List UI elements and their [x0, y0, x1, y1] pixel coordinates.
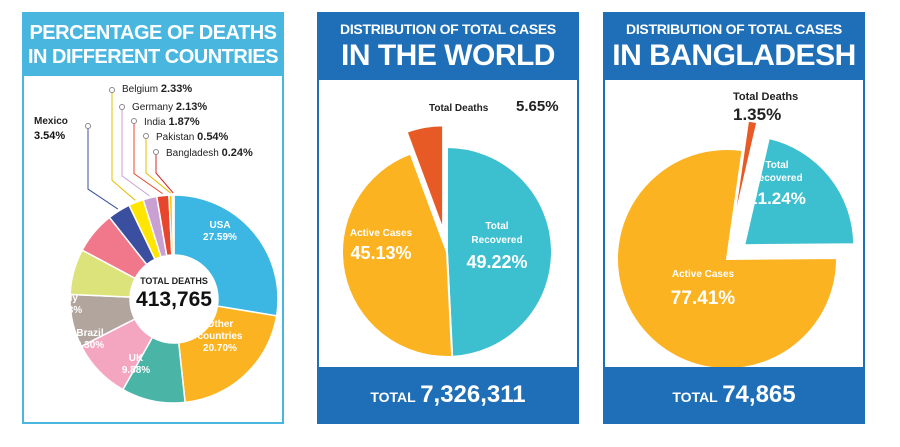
center-label: TOTAL DEATHS: [140, 276, 208, 286]
slice-total-deaths: [731, 119, 759, 230]
slice-total-deaths: [405, 124, 445, 231]
label-brazil-1: 9.30%: [76, 340, 104, 351]
slice-total-recovered: [742, 136, 856, 247]
label-active-cases-name: Active Cases: [350, 228, 413, 239]
bd-label-recovered-name-2: Recovered: [751, 173, 802, 184]
bd-label-recovered-value: 21.24%: [748, 189, 806, 208]
bangladesh-cases-panel: DISTRIBUTION OF TOTAL CASES IN BANGLADES…: [603, 12, 865, 424]
label-italy-0: Italy: [58, 293, 78, 304]
label-france-0: France: [40, 254, 73, 265]
bd-label-total-deaths-name: Total Deaths: [733, 91, 798, 103]
panel3-title-line2: IN BANGLADESH: [612, 39, 856, 72]
panel3-total-value: 74,865: [722, 381, 796, 408]
callout-line-pakistan: [145, 136, 171, 194]
label-recovered-value: 49.22%: [466, 252, 527, 272]
callout-line-mexico: [87, 126, 119, 210]
callout-dot-india: [131, 118, 137, 124]
panel3-header: DISTRIBUTION OF TOTAL CASES IN BANGLADES…: [605, 14, 863, 80]
callout-label-belgium: Belgium 2.33%: [122, 83, 192, 95]
center-value: 413,765: [136, 288, 212, 311]
world-cases-panel: DISTRIBUTION OF TOTAL CASES IN THE WORLD…: [317, 12, 579, 424]
label-other-countries-2: 20.70%: [203, 343, 237, 354]
label-brazil-0: Brazil: [76, 328, 103, 339]
panel2-title-line1: DISTRIBUTION OF TOTAL CASES: [340, 21, 556, 37]
panel3-footer: TOTAL 74,865: [605, 367, 863, 422]
panel3-title-line1: DISTRIBUTION OF TOTAL CASES: [626, 21, 842, 37]
label-uk-1: 9.88%: [122, 365, 150, 376]
slice-total-recovered: [446, 145, 553, 358]
bd-label-total-deaths-value: 1.35%: [733, 105, 781, 124]
callout-dot-germany: [119, 104, 125, 110]
panel2-total-label: TOTAL: [370, 389, 416, 405]
panel2-footer: TOTAL 7,326,311: [319, 367, 577, 422]
callout-line-belgium: [111, 90, 136, 201]
callout-label-bangladesh: Bangladesh 0.24%: [166, 147, 253, 159]
callout-dot-belgium: [109, 87, 115, 93]
bd-label-recovered-name-1: Total: [765, 160, 788, 171]
deaths-by-country-panel: PERCENTAGE OF DEATHS IN DIFFERENT COUNTR…: [22, 12, 284, 424]
panel1-header: PERCENTAGE OF DEATHS IN DIFFERENT COUNTR…: [24, 14, 282, 76]
panel1-title-line2: IN DIFFERENT COUNTRIES: [27, 46, 279, 68]
label-spain-0: Spain: [60, 216, 87, 227]
callout-label-pakistan: Pakistan 0.54%: [156, 131, 229, 143]
deaths-donut-chart: Mexico 3.54% Belgium 2.33% Germany 2.13% Ind…: [34, 83, 279, 404]
label-france-1: 7.08%: [42, 266, 70, 277]
callout-label-germany: Germany 2.13%: [132, 101, 207, 113]
label-usa-1: 27.59%: [203, 232, 237, 243]
callout-value-mexico: 3.54%: [34, 130, 65, 142]
label-total-deaths-name: Total Deaths: [429, 103, 489, 114]
label-other-countries-0: Other: [207, 319, 234, 330]
label-total-deaths-value: 5.65%: [516, 98, 559, 115]
panel1-title-line1: PERCENTAGE OF DEATHS: [29, 22, 277, 44]
callout-dot-pakistan: [143, 133, 149, 139]
label-active-cases-value: 45.13%: [350, 243, 411, 263]
callout-name-mexico: Mexico: [34, 116, 68, 127]
donut-hole: [130, 255, 218, 343]
callout-line-india: [133, 121, 163, 195]
callout-dot-mexico: [85, 123, 91, 129]
callout-line-bangladesh: [155, 152, 174, 194]
callout-line-germany: [121, 107, 150, 197]
slice-active-cases: [341, 152, 454, 358]
panel3-total-label: TOTAL: [672, 389, 718, 405]
callout-label-india: India 1.87%: [144, 116, 200, 128]
label-usa-0: USA: [209, 220, 230, 231]
label-uk-0: UK: [129, 353, 144, 364]
label-italy-1: 8.23%: [54, 305, 82, 316]
label-other-countries-1: countries: [197, 331, 242, 342]
slice-active-cases: [616, 148, 838, 370]
bangladesh-cases-pie: Total Deaths 1.35% Total Recovered 21.24…: [616, 91, 856, 370]
slice-bangladesh: [171, 194, 175, 256]
world-cases-pie: Total Deaths 5.65% Active Cases 45.13% T…: [341, 98, 559, 358]
callout-dot-bangladesh: [153, 149, 159, 155]
panel2-header: DISTRIBUTION OF TOTAL CASES IN THE WORLD: [319, 14, 577, 80]
label-spain-1: 6.56%: [60, 228, 88, 239]
bd-label-active-cases-name: Active Cases: [672, 269, 735, 280]
label-recovered-name-2: Recovered: [471, 235, 522, 246]
bd-label-active-cases-value: 77.41%: [671, 288, 736, 309]
panel2-title-line2: IN THE WORLD: [341, 39, 555, 72]
panel2-total-value: 7,326,311: [420, 381, 526, 408]
label-recovered-name-1: Total: [485, 221, 508, 232]
